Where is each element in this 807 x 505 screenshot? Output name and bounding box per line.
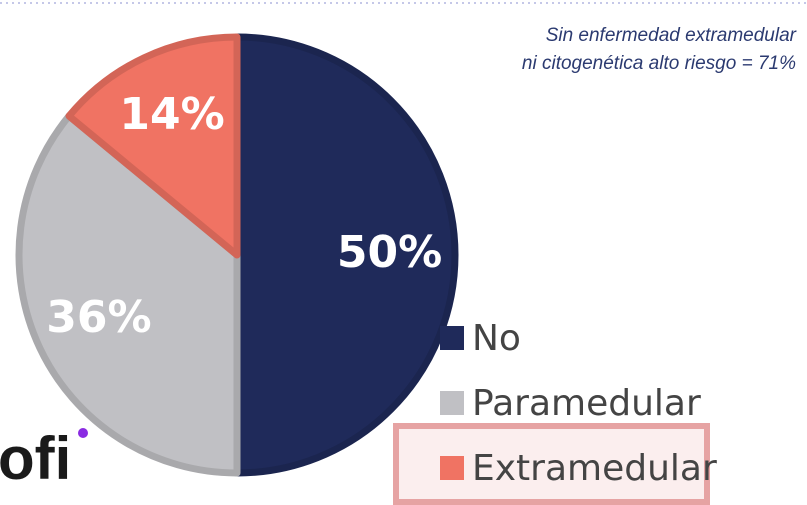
legend-swatch [440,456,464,480]
legend-label: Extramedular [472,448,717,489]
legend-label: No [472,318,521,359]
pie-slice [233,33,459,477]
logo: ofi [0,425,71,492]
annotation: Sin enfermedad extramedular [546,25,797,46]
pie-slice [65,33,241,259]
slice-label: 36% [46,292,151,343]
legend-swatch [440,391,464,415]
legend-swatch [440,326,464,350]
logo-dot [78,428,88,438]
pie-slice [15,112,241,477]
legend-label: Paramedular [472,383,701,424]
slice-label: 14% [119,89,224,140]
annotation: ni citogenética alto riesgo = 71% [522,53,796,74]
slice-label: 50% [337,227,442,278]
